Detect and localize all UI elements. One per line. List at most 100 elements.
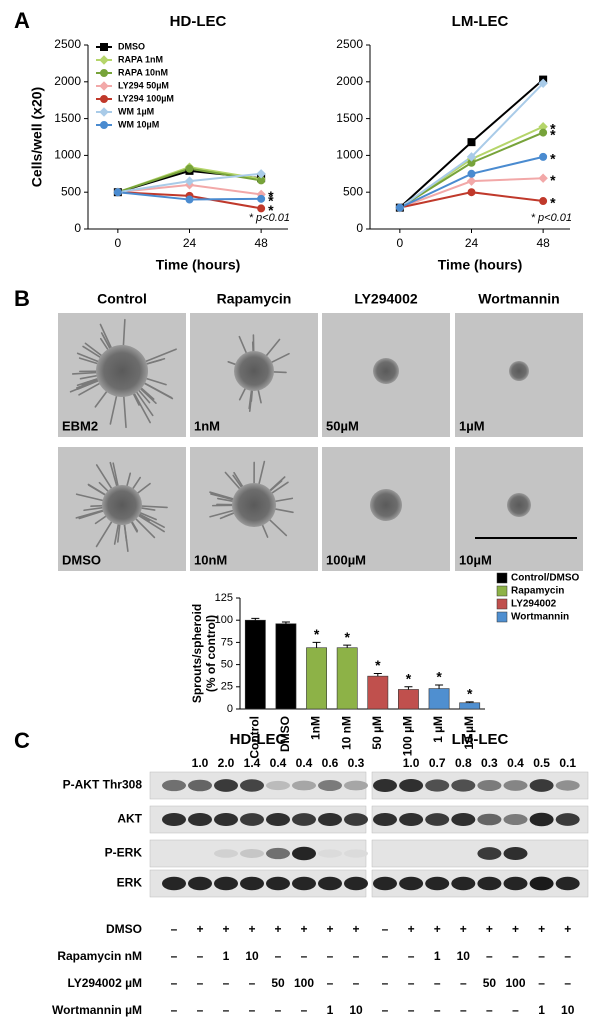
treatment-cell: 10 [349,1003,363,1017]
panel-label: A [14,8,30,33]
band-ratio: 0.4 [270,756,287,770]
treatment-cell: – [408,949,415,963]
x-tick-label: 100 µM [401,716,415,756]
legend-marker [100,95,108,103]
y-tick-label: 25 [221,681,233,693]
x-tick-label: 48 [536,236,550,250]
spheroid [234,351,274,391]
micrograph-label: 1nM [194,418,220,433]
blot-band [344,849,368,858]
significance-star: * [375,657,381,673]
blot-band [477,876,502,891]
blot-band [240,813,264,826]
marker [185,195,194,204]
blot-title: LM-LEC [452,731,509,748]
y-tick-label: 125 [215,592,233,604]
y-tick-label: 1500 [54,111,81,125]
bar [398,689,419,710]
blot-band [477,813,502,826]
legend-label: LY294 100µM [118,93,174,103]
treatment-cell: – [249,1003,256,1017]
legend-label: WM 1µM [118,106,154,116]
significance-star: * [550,126,556,142]
y-tick-label: 75 [221,636,233,648]
legend-marker [99,81,109,91]
blot-band [344,876,368,891]
spheroid [507,493,531,517]
blot-band [318,849,342,858]
y-tick-label: 2000 [54,74,81,88]
legend-marker [99,107,109,117]
error-bar [373,672,382,677]
error-bar [465,701,474,703]
treatment-cell: – [460,1003,467,1017]
blot-band [503,780,528,791]
legend-label: RAPA 1nM [118,54,163,64]
treatment-cell: – [301,949,308,963]
treatment-cell: 10 [245,949,259,963]
spheroid [509,361,529,381]
blot-band [399,812,424,827]
blot-band [477,847,502,860]
treatment-cell: 100 [505,976,525,990]
band-ratio: 1.0 [192,756,209,770]
blot-band [373,876,397,891]
treatment-cell: – [197,976,204,990]
treatment-cell: + [486,922,493,936]
treatment-cell: + [326,922,333,936]
marker [184,176,195,186]
x-tick-label: Control [247,716,261,759]
significance-star: * [314,626,320,642]
legend-label: Rapamycin [511,586,564,597]
treatment-cell: + [434,922,441,936]
column-header: Wortmannin [478,291,559,307]
blot-band [292,780,316,791]
spheroid [96,345,148,397]
blot-band [503,876,528,891]
blot-band [529,812,554,827]
treatment-cell: + [300,922,307,936]
legend-swatch [496,585,508,597]
blot-band [425,813,450,826]
treatment-cell: – [512,949,519,963]
blot-band [266,876,290,891]
bar [306,647,327,710]
bar [275,623,297,710]
treatment-label: Wortmannin µM [52,1003,142,1017]
treatment-cell: + [274,922,281,936]
marker [538,78,548,88]
spheroid [370,489,402,521]
blot-title: HD-LEC [230,731,287,748]
x-tick-label: 10 µM [462,716,476,750]
error-bar [281,621,290,624]
x-tick-label: 1 µM [431,716,445,743]
legend-swatch [496,572,508,584]
treatment-cell: – [408,976,415,990]
blot-band [425,779,450,792]
bar [336,647,358,710]
significance-star: * [550,120,556,136]
micrograph-label: DMSO [62,552,101,567]
treatment-cell: – [249,976,256,990]
significance-star: * [406,671,412,687]
legend-marker [100,43,108,51]
treatment-cell: + [538,922,545,936]
blot-band [503,846,528,861]
blot-band [188,812,212,827]
treatment-cell: – [382,976,389,990]
band-ratio: 0.5 [533,756,550,770]
blot-band [162,876,186,891]
band-ratio: 0.7 [429,756,446,770]
significance-star: * [550,151,556,167]
treatment-cell: – [486,949,493,963]
micrograph-label: 10µM [459,552,492,567]
marker [539,197,548,206]
x-tick-label: 24 [465,236,479,250]
bar [367,675,389,710]
blot-band [240,849,264,858]
treatment-label: LY294002 µM [67,976,142,990]
significance-star: * [268,202,274,218]
bar [244,619,266,710]
treatment-cell: – [460,976,467,990]
treatment-cell: – [197,949,204,963]
